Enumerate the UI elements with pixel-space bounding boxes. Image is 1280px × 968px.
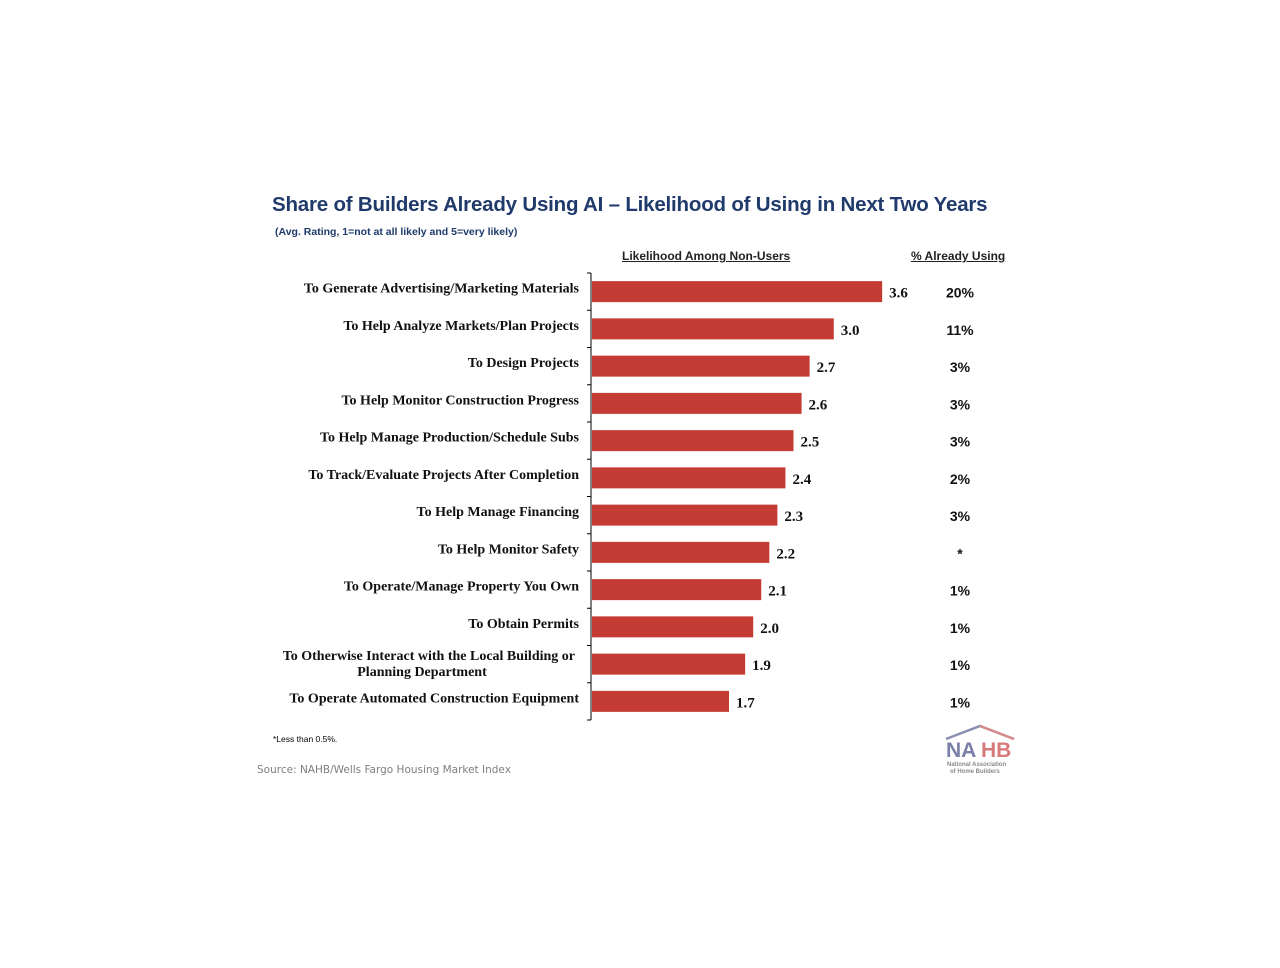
- bar: [592, 318, 834, 340]
- category-label: To Help Monitor Construction Progress: [342, 393, 580, 408]
- already-using-column-header: % Already Using: [911, 249, 1006, 263]
- chart-title: Share of Builders Already Using AI – Lik…: [272, 193, 988, 216]
- value-label: 2.2: [776, 546, 795, 562]
- chart-subtitle: (Avg. Rating, 1=not at all likely and 5=…: [275, 226, 518, 238]
- category-label: To Otherwise Interact with the Local Bui…: [283, 649, 575, 680]
- category-label: To Design Projects: [468, 356, 580, 371]
- bar: [592, 616, 754, 638]
- bar: [592, 430, 794, 452]
- value-label: 2.4: [792, 472, 811, 488]
- already-using-value: 1%: [950, 694, 971, 710]
- value-label: 3.0: [841, 323, 860, 339]
- already-using-value: 20%: [946, 285, 975, 301]
- value-label: 2.0: [760, 621, 779, 637]
- already-using-value: 2%: [950, 471, 971, 487]
- bar: [592, 579, 762, 601]
- house-roof-icon: NA HB National Association of Home Build…: [945, 724, 1015, 775]
- category-label: To Operate/Manage Property You Own: [344, 580, 579, 595]
- category-label-line: Planning Department: [357, 665, 487, 680]
- value-label: 1.9: [752, 658, 771, 674]
- value-label: 3.6: [889, 286, 908, 302]
- category-label: To Operate Automated Construction Equipm…: [289, 691, 579, 706]
- nahb-logo: NA HB National Association of Home Build…: [944, 724, 1016, 776]
- value-label: 2.3: [784, 509, 803, 525]
- bar: [592, 355, 810, 377]
- already-using-value: 3%: [950, 434, 971, 450]
- value-label: 2.1: [768, 584, 787, 600]
- value-label: 2.7: [817, 360, 836, 376]
- svg-text:of Home Builders: of Home Builders: [950, 769, 1000, 775]
- already-using-value: 1%: [950, 657, 971, 673]
- svg-text:National Association: National Association: [947, 762, 1006, 768]
- already-using-value: 3%: [950, 359, 971, 375]
- already-using-value: 3%: [950, 508, 971, 524]
- category-label: To Track/Evaluate Projects After Complet…: [308, 468, 579, 483]
- value-label: 2.5: [801, 435, 820, 451]
- already-using-value: *: [957, 545, 963, 561]
- category-label-line: To Otherwise Interact with the Local Bui…: [283, 649, 575, 664]
- already-using-value: 1%: [950, 620, 971, 636]
- source-note: Source: NAHB/Wells Fargo Housing Market …: [257, 764, 511, 776]
- bar: [592, 281, 883, 303]
- svg-text:NA: NA: [946, 739, 976, 762]
- bar: [592, 653, 746, 675]
- footnote: *Less than 0.5%.: [273, 734, 338, 744]
- bar: [592, 541, 770, 563]
- bar: [592, 504, 778, 526]
- category-label: To Generate Advertising/Marketing Materi…: [304, 282, 580, 297]
- bar: [592, 392, 802, 414]
- category-label: To Help Manage Financing: [417, 505, 579, 520]
- category-label: To Help Manage Production/Schedule Subs: [320, 431, 580, 446]
- already-using-value: 3%: [950, 396, 971, 412]
- bar: [592, 467, 786, 489]
- svg-text:HB: HB: [981, 739, 1011, 762]
- category-label: To Help Analyze Markets/Plan Projects: [343, 319, 579, 334]
- value-label: 1.7: [736, 695, 755, 711]
- already-using-value: 1%: [950, 583, 971, 599]
- category-label: To Obtain Permits: [468, 617, 579, 632]
- category-label: To Help Monitor Safety: [438, 542, 579, 557]
- already-using-value: 11%: [946, 322, 974, 338]
- bar: [592, 690, 730, 712]
- likelihood-column-header: Likelihood Among Non-Users: [622, 249, 791, 263]
- value-label: 2.6: [809, 397, 828, 413]
